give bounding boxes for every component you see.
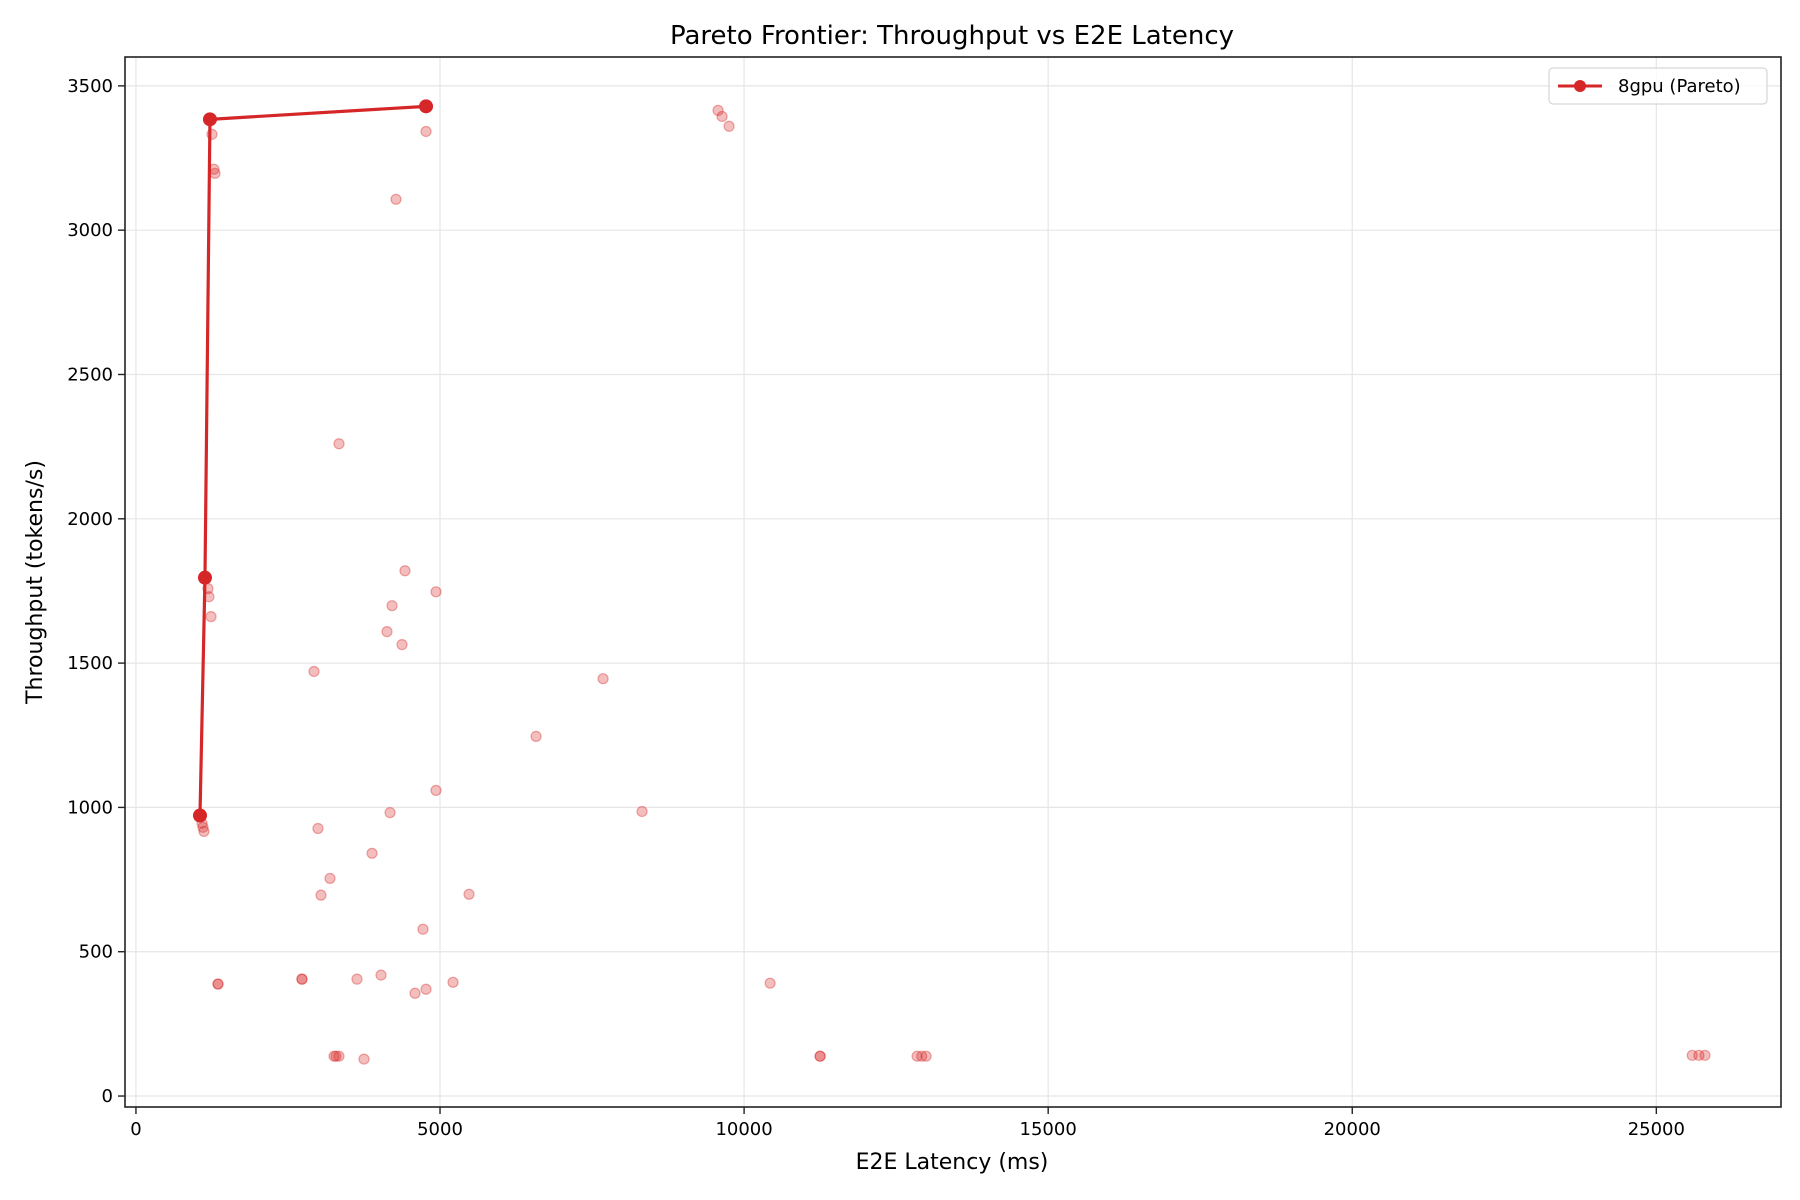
data-point <box>1693 1049 1705 1061</box>
data-point <box>1699 1049 1711 1061</box>
legend-box <box>1548 67 1768 105</box>
pareto-point <box>202 112 217 127</box>
data-point <box>420 125 432 138</box>
y-tick-label: 2500 <box>67 364 113 385</box>
data-point <box>212 978 224 990</box>
data-point <box>430 586 442 598</box>
y-tick-label: 3500 <box>67 76 113 97</box>
data-point <box>375 969 387 981</box>
pareto-point <box>197 570 212 585</box>
data-point <box>723 120 735 132</box>
data-point <box>315 889 327 901</box>
data-point <box>430 784 442 796</box>
pareto-point <box>192 808 207 823</box>
data-point <box>296 973 308 985</box>
x-axis-label: E2E Latency (ms) <box>856 1150 1049 1175</box>
data-point <box>417 923 429 935</box>
data-point <box>597 673 609 685</box>
data-point <box>296 973 308 985</box>
data-point <box>197 821 209 833</box>
axes-background <box>125 57 1781 1107</box>
legend-label: 8gpu (Pareto) <box>1618 76 1741 97</box>
data-point <box>366 847 378 859</box>
y-axis-label: Throughput (tokens/s) <box>23 460 48 705</box>
data-point <box>814 1050 826 1062</box>
y-tick-label: 1000 <box>67 797 113 818</box>
data-point <box>384 807 396 819</box>
y-tick-label: 2000 <box>67 509 113 530</box>
y-tick-label: 3000 <box>67 220 113 241</box>
data-point <box>636 805 648 818</box>
x-tick-label: 10000 <box>715 1119 772 1140</box>
data-point <box>712 104 724 116</box>
legend-marker-icon <box>1574 80 1586 92</box>
data-point <box>814 1050 826 1062</box>
y-tick-label: 0 <box>102 1086 113 1107</box>
data-point <box>409 987 421 999</box>
x-tick-label: 20000 <box>1324 1119 1381 1140</box>
legend: 8gpu (Pareto) <box>1548 67 1768 105</box>
data-point <box>916 1050 928 1062</box>
data-point <box>205 611 217 623</box>
x-tick-label: 5000 <box>417 1119 463 1140</box>
pareto-point <box>419 99 434 114</box>
x-axis-ticks: 0 5000 10000 15000 20000 25000 <box>130 1107 1685 1140</box>
data-point <box>390 193 402 205</box>
pareto-frontier-line <box>192 99 434 823</box>
data-point <box>198 825 210 837</box>
data-point <box>358 1053 370 1065</box>
chart-title: Pareto Frontier: Throughput vs E2E Laten… <box>670 21 1234 51</box>
data-point <box>420 983 432 995</box>
pareto-line <box>198 104 427 816</box>
data-point <box>386 600 398 612</box>
data-point <box>396 639 408 651</box>
x-tick-label: 0 <box>130 1119 141 1140</box>
data-point <box>333 1050 345 1062</box>
data-point <box>333 438 345 450</box>
plot-area: 0 5000 10000 15000 20000 25000 0 500 1000 1500 20… <box>67 56 1782 1140</box>
data-point <box>399 565 411 577</box>
data-point <box>530 730 542 743</box>
y-tick-label: 500 <box>79 942 113 963</box>
data-point <box>716 110 728 123</box>
data-point <box>324 872 336 885</box>
data-point <box>209 167 221 179</box>
data-point <box>920 1050 932 1062</box>
data-point <box>764 977 776 989</box>
axes-spines <box>124 56 1782 1108</box>
y-tick-label: 1500 <box>67 653 113 674</box>
data-point <box>212 978 224 990</box>
data-point <box>911 1050 923 1062</box>
data-point <box>381 626 393 638</box>
gridlines <box>125 57 1781 1107</box>
data-point <box>447 976 459 988</box>
data-point <box>1686 1049 1698 1061</box>
data-point <box>351 973 363 985</box>
data-point <box>328 1050 340 1062</box>
x-tick-label: 25000 <box>1628 1119 1685 1140</box>
data-point <box>312 822 324 835</box>
data-point <box>308 665 320 678</box>
y-axis-ticks: 0 500 1000 1500 2000 2500 3000 3500 <box>67 76 125 1107</box>
data-point <box>330 1050 342 1062</box>
x-tick-label: 15000 <box>1020 1119 1077 1140</box>
data-point <box>463 888 475 900</box>
